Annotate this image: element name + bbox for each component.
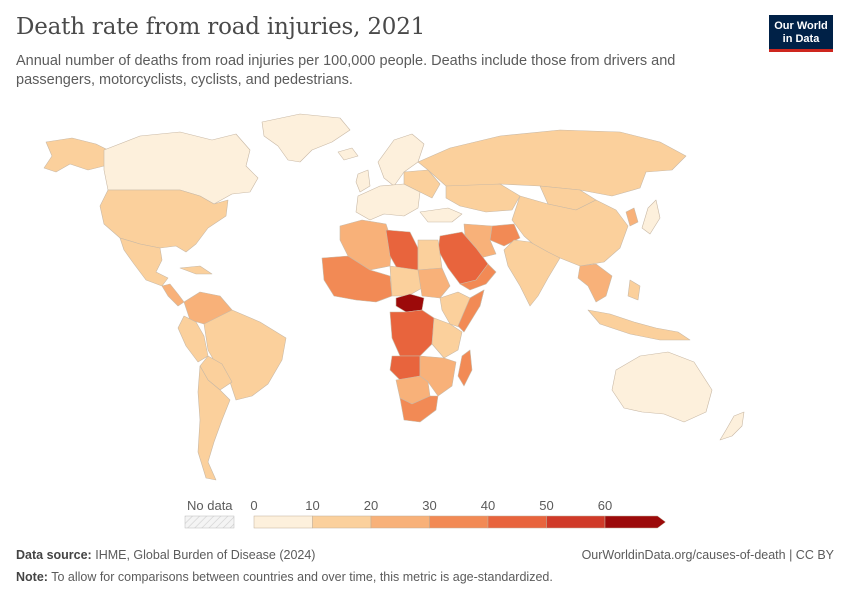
region-sudan[interactable]: [417, 267, 451, 299]
region-new-zealand[interactable]: [719, 411, 745, 441]
region-mexico[interactable]: [119, 237, 169, 287]
source-label: Data source:: [16, 548, 92, 562]
legend-tick-20: 20: [364, 498, 378, 513]
footer-source: Data source: IHME, Global Burden of Dise…: [16, 548, 834, 562]
legend-tick-50: 50: [539, 498, 553, 513]
region-korea[interactable]: [625, 207, 639, 227]
legend-no-data-label: No data: [187, 498, 233, 513]
region-alaska[interactable]: [43, 137, 109, 173]
region-uk[interactable]: [355, 169, 371, 193]
footer-note: Note: To allow for comparisons between c…: [16, 570, 834, 584]
note-label: Note:: [16, 570, 48, 584]
logo-line-2: in Data: [782, 33, 820, 45]
legend-tick-30: 30: [422, 498, 436, 513]
region-libya[interactable]: [385, 229, 419, 271]
region-western-europe[interactable]: [355, 183, 421, 221]
region-greenland[interactable]: [261, 113, 351, 163]
region-iceland[interactable]: [337, 147, 359, 161]
region-turkey[interactable]: [419, 207, 463, 223]
region-australia[interactable]: [611, 351, 713, 423]
region-india[interactable]: [503, 239, 561, 307]
legend-bin-50-60[interactable]: [546, 515, 606, 529]
legend-bin-30-40[interactable]: [429, 515, 489, 529]
region-egypt[interactable]: [417, 239, 443, 271]
world-map: [43, 113, 745, 481]
region-kazakhstan[interactable]: [445, 183, 521, 213]
region-madagascar[interactable]: [457, 349, 473, 387]
map-legend: No data 0 10 20 30 40 50 60: [184, 498, 666, 529]
chart-title: Death rate from road injuries, 2021: [16, 14, 426, 40]
region-south-africa[interactable]: [399, 395, 439, 423]
legend-tick-60: 60: [598, 498, 612, 513]
legend-bin-10-20[interactable]: [312, 515, 372, 529]
source-text: IHME, Global Burden of Disease (2024): [95, 548, 316, 562]
region-somalia[interactable]: [457, 289, 485, 333]
region-central-african-republic[interactable]: [395, 293, 425, 313]
region-central-america[interactable]: [161, 283, 185, 307]
region-japan[interactable]: [641, 199, 661, 235]
region-southeast-asia[interactable]: [577, 263, 613, 303]
region-yemen-oman[interactable]: [459, 263, 497, 291]
legend-bin-20-30[interactable]: [370, 515, 430, 529]
legend-tick-10: 10: [305, 498, 319, 513]
owid-logo[interactable]: Our World in Data: [769, 15, 833, 52]
region-angola[interactable]: [389, 355, 421, 381]
region-argentina[interactable]: [197, 365, 231, 481]
legend-bin-40-50[interactable]: [487, 515, 547, 529]
note-text: To allow for comparisons between countri…: [51, 570, 553, 584]
legend-tick-0: 0: [250, 498, 257, 513]
source-url[interactable]: OurWorldinData.org/causes-of-death | CC …: [581, 548, 834, 562]
region-peru[interactable]: [177, 315, 209, 363]
region-west-africa[interactable]: [321, 255, 393, 303]
region-east-africa[interactable]: [431, 317, 463, 359]
region-dr-congo[interactable]: [389, 309, 435, 357]
region-indonesia[interactable]: [587, 309, 691, 341]
region-chad[interactable]: [389, 265, 423, 297]
region-philippines[interactable]: [627, 279, 641, 301]
chart-subtitle: Annual number of deaths from road injuri…: [16, 53, 676, 88]
legend-bin-0-10[interactable]: [253, 515, 313, 529]
legend-tick-40: 40: [481, 498, 495, 513]
legend-no-data-swatch[interactable]: [184, 515, 235, 529]
region-caribbean[interactable]: [179, 265, 213, 275]
region-usa[interactable]: [99, 189, 229, 253]
logo-line-1: Our World: [774, 20, 828, 32]
legend-bin-60+[interactable]: [604, 515, 666, 529]
